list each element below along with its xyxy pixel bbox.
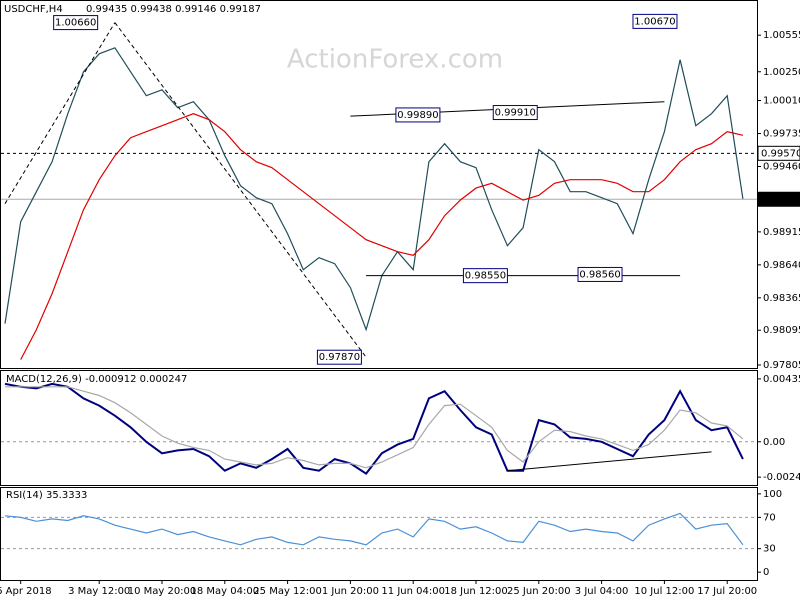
- annotation-box: [577, 266, 623, 282]
- series-line: [4, 47, 744, 332]
- y-tick-label: 0.00: [763, 437, 785, 448]
- watermark: ActionForex.com: [287, 45, 503, 75]
- annotation-label: 0.98550: [465, 271, 506, 282]
- series-line: [4, 382, 744, 475]
- ohlc-values: 0.99435 0.99438 0.99146 0.99187: [86, 4, 261, 15]
- price-label: 0.99570: [761, 148, 800, 159]
- annotation-label: 1.00660: [55, 18, 96, 29]
- annotation-label: 0.99910: [495, 108, 536, 119]
- x-tick-label: 10 May 20:00: [128, 586, 197, 597]
- panel-frame: [0, 0, 758, 369]
- x-tick-label: 25 Jun 20:00: [507, 586, 571, 597]
- trendline: [4, 22, 116, 204]
- x-tick-label: 11 Jun 04:00: [381, 586, 445, 597]
- series-line: [20, 113, 744, 360]
- x-tick-label: 18 May 04:00: [191, 586, 260, 597]
- y-tick-label: 0.97805: [763, 360, 800, 371]
- x-tick-label: 25 May 12:00: [253, 586, 322, 597]
- macd-title: MACD(12,26,9) -0.000912 0.000247: [6, 374, 187, 385]
- annotation-box: [395, 107, 441, 123]
- y-tick-label: 1.00555: [763, 30, 800, 41]
- x-tick-label: 17 Jul 20:00: [697, 586, 757, 597]
- y-tick-label: 30: [763, 544, 776, 555]
- trendline: [507, 451, 712, 472]
- annotation-label: 0.99890: [397, 110, 438, 121]
- x-tick-label: 1 Jun 20:00: [322, 586, 379, 597]
- y-tick-label: -0.002448: [763, 472, 800, 483]
- y-tick-label: 1.00250: [763, 67, 800, 78]
- rsi-title: RSI(14) 35.3333: [6, 490, 87, 501]
- x-tick-label: 3 May 12:00: [68, 586, 130, 597]
- panel-frame: [0, 370, 758, 486]
- annotation-box: [53, 15, 99, 31]
- annotation-label: 1.00670: [634, 16, 675, 27]
- price-label-box: [757, 191, 800, 207]
- y-tick-label: 0: [763, 567, 769, 578]
- annotation-label: 0.98560: [579, 269, 620, 280]
- annotation-box: [492, 105, 538, 121]
- y-tick-label: 70: [763, 512, 776, 523]
- y-tick-label: 0.99735: [763, 129, 800, 140]
- panel-frame: [0, 487, 758, 581]
- y-tick-label: 100: [763, 489, 782, 500]
- y-tick-label: 0.98915: [763, 227, 800, 238]
- x-tick-label: 18 Jun 12:00: [444, 586, 508, 597]
- annotation-label: 0.97870: [319, 352, 360, 363]
- x-tick-label: 10 Jul 12:00: [634, 586, 694, 597]
- y-tick-label: 0.004351: [763, 374, 800, 385]
- series-line: [5, 386, 744, 469]
- x-tick-label: 26 Apr 2018: [0, 586, 52, 597]
- x-tick-label: 3 Jul 04:00: [575, 586, 629, 597]
- annotation-box: [462, 268, 508, 284]
- symbol-title: USDCHF,H4: [4, 4, 63, 15]
- price-label-box: [757, 145, 800, 161]
- annotation-box: [316, 349, 362, 365]
- annotation-box: [632, 13, 678, 29]
- y-tick-label: 0.98365: [763, 293, 800, 304]
- price-label: 0.99187: [761, 194, 800, 205]
- series-line: [4, 512, 744, 546]
- y-tick-label: 0.98095: [763, 325, 800, 336]
